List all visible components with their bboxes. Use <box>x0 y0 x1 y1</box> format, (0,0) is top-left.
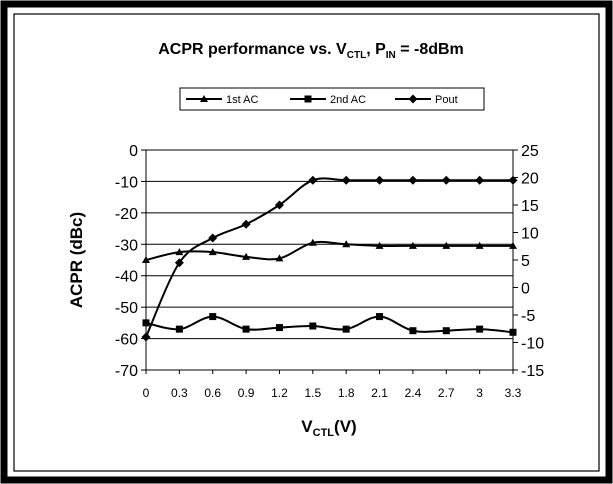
chart-title: ACPR performance vs. VCTL, PIN = -8dBm <box>158 41 464 61</box>
y-right-tick-label: -10 <box>521 336 544 353</box>
series-line-1st-ac <box>145 240 513 261</box>
plot-area: 0 -10 -20 -30 -40 -50 -60 -70 25 20 15 10 5 0 -5 -10 -15… <box>115 143 544 400</box>
x-tick-label: 0 <box>143 386 150 400</box>
x-tick-label: 1.5 <box>304 386 321 400</box>
x-tick-label: 0.3 <box>171 386 188 400</box>
legend-box <box>179 87 485 111</box>
y-tick-label: -30 <box>115 237 138 254</box>
x-tick-label: 0.9 <box>238 386 255 400</box>
data-point-2nd-ac <box>142 319 150 327</box>
series-pout <box>141 175 518 342</box>
chart-border <box>13 13 600 472</box>
data-point-pout <box>341 175 351 185</box>
data-point-2nd-ac <box>376 313 384 321</box>
y-tick-label: 0 <box>129 143 138 160</box>
data-point-1st-ac <box>442 241 451 249</box>
data-point-2nd-ac <box>476 325 484 333</box>
y-right-tick-label: 5 <box>521 253 530 270</box>
data-point-1st-ac <box>142 256 150 263</box>
y-right-tick-label: 0 <box>521 281 530 298</box>
data-point-pout <box>174 258 184 268</box>
legend-swatch-marker <box>200 95 208 102</box>
data-point-2nd-ac <box>409 327 417 335</box>
data-point-pout <box>475 175 485 185</box>
y-tick-label: -50 <box>115 300 138 317</box>
legend-swatch-marker <box>408 94 418 104</box>
data-point-1st-ac <box>475 241 484 249</box>
data-point-1st-ac <box>408 241 417 249</box>
x-tick-label: 3 <box>476 386 483 400</box>
data-point-1st-ac <box>509 241 517 249</box>
data-point-pout <box>308 175 318 185</box>
data-point-2nd-ac <box>442 327 450 335</box>
y-tick-label: -20 <box>115 206 138 223</box>
data-point-1st-ac <box>308 238 317 246</box>
legend-label: 1st AC <box>226 94 258 106</box>
x-tick-label: 1.2 <box>271 386 288 400</box>
legend-item-2nd-ac: 2nd AC <box>290 94 366 106</box>
y-tick-label: -10 <box>115 174 138 191</box>
legend-item-pout: Pout <box>395 94 458 106</box>
data-point-pout <box>274 200 284 210</box>
y-tick-label: -70 <box>115 363 138 380</box>
legend-label: Pout <box>435 94 458 106</box>
data-point-pout <box>408 175 418 185</box>
legend: 1st AC 2nd AC Pout <box>179 87 485 111</box>
x-tick-label: 0.6 <box>204 386 221 400</box>
y-right-tick-label: 15 <box>521 198 539 215</box>
data-point-1st-ac <box>208 248 217 256</box>
data-point-pout <box>441 175 451 185</box>
data-point-2nd-ac <box>209 313 217 321</box>
x-tick-label: 3.3 <box>505 386 522 400</box>
data-point-1st-ac <box>342 240 351 248</box>
x-tick-label: 1.8 <box>338 386 355 400</box>
data-point-pout <box>141 332 151 342</box>
y-right-tick-label: 20 <box>521 171 539 188</box>
x-tick-label: 2.1 <box>371 386 388 400</box>
y-right-tick-label: -5 <box>521 308 535 325</box>
data-point-2nd-ac <box>509 328 517 336</box>
data-point-1st-ac <box>275 254 284 262</box>
y-tick-label: -60 <box>115 332 138 349</box>
data-point-pout <box>508 175 518 185</box>
series-1st-ac <box>142 238 517 263</box>
x-tick-label: 2.4 <box>405 386 422 400</box>
data-point-pout <box>241 219 251 229</box>
data-point-2nd-ac <box>275 324 283 332</box>
y-right-tick-label: 25 <box>521 143 539 160</box>
y-right-tick-label: 10 <box>521 226 539 243</box>
data-point-1st-ac <box>242 252 251 260</box>
data-point-2nd-ac <box>342 325 350 333</box>
y-axis-title: ACPR (dBc) <box>67 212 86 308</box>
x-tick-label: 2.7 <box>438 386 455 400</box>
legend-label: 2nd AC <box>330 94 366 106</box>
legend-item-1st-ac: 1st AC <box>186 94 258 106</box>
data-point-2nd-ac <box>175 325 183 333</box>
x-axis-title: VCTL(V) <box>301 417 356 439</box>
y-tick-label: -40 <box>115 269 138 286</box>
series-2nd-ac <box>142 313 517 336</box>
y-right-tick-label: -15 <box>521 363 544 380</box>
data-point-1st-ac <box>375 241 384 249</box>
data-point-pout <box>375 175 385 185</box>
data-point-2nd-ac <box>309 322 317 330</box>
data-point-1st-ac <box>175 248 184 256</box>
data-point-pout <box>208 233 218 243</box>
data-point-2nd-ac <box>242 325 250 333</box>
legend-swatch-marker <box>304 95 312 103</box>
